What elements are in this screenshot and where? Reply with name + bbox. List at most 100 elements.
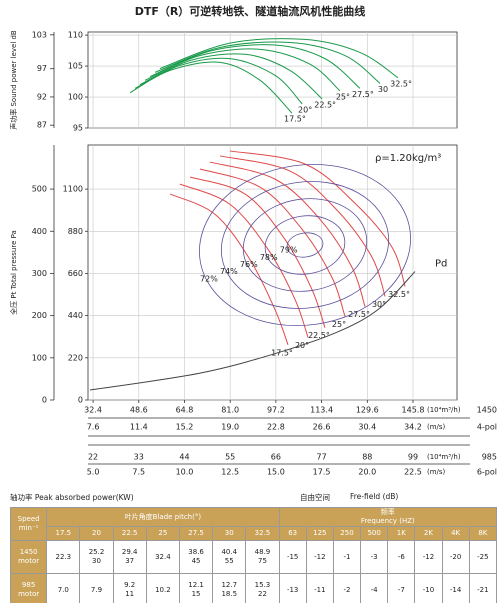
annotation: ρ=1.20kg/m³ bbox=[375, 153, 441, 164]
noise-cell: -1 bbox=[332, 540, 362, 574]
x-row-label: 66 bbox=[271, 453, 281, 462]
y-tick-label: 220 bbox=[68, 353, 83, 362]
curve bbox=[159, 38, 399, 79]
noise-cell: -13 bbox=[278, 573, 307, 603]
pitch: 30 bbox=[212, 526, 247, 541]
pd-curve bbox=[89, 271, 416, 391]
table-row: 1450 motor 22.3 25.2 30 29.4 37 32.4 38.6 45 40.4 5… bbox=[9, 540, 498, 574]
curve-label: 22.5° bbox=[314, 100, 336, 109]
noise-cell: -25 bbox=[468, 540, 498, 574]
noise-cell: -4 bbox=[360, 573, 389, 603]
y2-tick-label: 300 bbox=[32, 269, 47, 278]
pitch: 17.5 bbox=[46, 526, 81, 541]
x-row-label: 17.5 bbox=[313, 468, 331, 477]
cell-line: 37 bbox=[125, 557, 135, 565]
x-row-label: 12.5 bbox=[221, 468, 239, 477]
efficiency-contour bbox=[199, 164, 411, 326]
cell-line: 29.4 bbox=[121, 548, 138, 556]
curve-label: 27.5° bbox=[348, 310, 370, 319]
y2-tick-label: 97 bbox=[37, 64, 47, 73]
chart-title: DTF（R）可逆转地铁、隧道轴流风机性能曲线 bbox=[135, 4, 366, 18]
cell-line: 55 bbox=[224, 557, 234, 565]
cell-line: 75 bbox=[258, 557, 267, 565]
pitch: 25 bbox=[145, 526, 180, 541]
y-tick-label: 660 bbox=[68, 269, 83, 278]
efficiency-label: 74% bbox=[220, 267, 238, 276]
power-cell: 12.7 18.5 bbox=[212, 573, 247, 603]
freq: 1K bbox=[387, 526, 416, 541]
x-tick-label: 32.4 bbox=[84, 406, 102, 415]
x-row-label: 55 bbox=[225, 453, 235, 462]
y2-tick-label: 400 bbox=[32, 227, 47, 236]
efficiency-contour bbox=[264, 215, 346, 275]
freq: 8K bbox=[468, 526, 498, 541]
power-cell: 25.2 30 bbox=[79, 540, 114, 574]
curve-label: 30° bbox=[372, 300, 386, 309]
x-row-label: 10.0 bbox=[176, 468, 194, 477]
curve-label: 27.5° bbox=[352, 90, 374, 99]
noise-cell: -10 bbox=[414, 573, 443, 603]
pitch-header: 叶片角度Blade pitch(°) bbox=[46, 507, 280, 527]
x-row-label: 77 bbox=[316, 453, 326, 462]
y-tick-label: 440 bbox=[68, 311, 83, 320]
y2-tick-label: 0 bbox=[42, 396, 47, 405]
x-row-label: 22 bbox=[88, 453, 98, 462]
x-tick-label: 145.8 bbox=[402, 406, 425, 415]
efficiency-contour bbox=[242, 198, 368, 292]
noise-cell: -14 bbox=[441, 573, 470, 603]
x-row-label: 26.6 bbox=[313, 423, 331, 432]
speed-cell: 985 motor bbox=[9, 573, 48, 603]
x-row-label: 22.5 bbox=[404, 468, 422, 477]
power-cell: 40.4 55 bbox=[212, 540, 247, 574]
cell-line: 7.0 bbox=[57, 585, 69, 594]
power-cell: 29.4 37 bbox=[112, 540, 147, 574]
curve bbox=[189, 176, 326, 328]
x-row-label: 33 bbox=[134, 453, 144, 462]
cell-line: Speed bbox=[17, 515, 40, 523]
speed-header: Speed min⁻¹ bbox=[9, 507, 48, 541]
y-tick-label: 0 bbox=[78, 396, 83, 405]
x-row-unit: (m/s) bbox=[427, 468, 446, 476]
cell-line: 40.4 bbox=[221, 548, 238, 556]
y-tick-label: 880 bbox=[68, 227, 83, 236]
y-tick-label: 95 bbox=[73, 124, 83, 133]
curve bbox=[219, 155, 386, 297]
pitch: 32.5 bbox=[245, 526, 280, 541]
power-cell: 10.2 bbox=[145, 573, 180, 603]
noise-cell: -15 bbox=[278, 540, 307, 574]
noise-cell: -2 bbox=[332, 573, 362, 603]
noise-cell: -12 bbox=[305, 540, 334, 574]
cell-line: 45 bbox=[191, 557, 201, 565]
curve bbox=[154, 41, 381, 84]
power-cell: 15.3 22 bbox=[245, 573, 280, 603]
x-tick-label: 81.0 bbox=[221, 406, 239, 415]
curve bbox=[129, 61, 293, 114]
pitch: 20 bbox=[79, 526, 114, 541]
curve bbox=[169, 193, 289, 345]
x-row-label: 19.0 bbox=[221, 423, 239, 432]
noise-cell: -6 bbox=[387, 540, 416, 574]
noise-label-en: Fre-field (dB) bbox=[350, 492, 399, 501]
pd-label: Pd bbox=[435, 259, 447, 270]
power-cell: 48.9 75 bbox=[245, 540, 280, 574]
x-row-unit: (10⁴m³/h) bbox=[427, 453, 461, 461]
x-row-label: 30.4 bbox=[358, 423, 376, 432]
y-tick-label: 100 bbox=[68, 93, 83, 102]
x-row-label: 20.0 bbox=[358, 468, 376, 477]
curve-label: 20° bbox=[298, 105, 312, 114]
pitch: 27.5 bbox=[178, 526, 214, 541]
curve bbox=[179, 183, 309, 338]
y-axis-label: 全压 Pt Total pressure Pa bbox=[9, 230, 18, 315]
cell-line: 频率 bbox=[380, 508, 395, 516]
y-tick-label: 1100 bbox=[63, 185, 83, 194]
pitch: 22.5 bbox=[112, 526, 147, 541]
x-row-label: 11.4 bbox=[130, 423, 148, 432]
freq: 2K bbox=[414, 526, 443, 541]
noise-cell: -3 bbox=[360, 540, 389, 574]
curve bbox=[199, 168, 346, 317]
cell-line: 15 bbox=[191, 590, 201, 598]
cell-line: 18.5 bbox=[221, 590, 238, 598]
y2-tick-label: 200 bbox=[32, 311, 47, 320]
curve-label: 17.5° bbox=[271, 348, 293, 357]
